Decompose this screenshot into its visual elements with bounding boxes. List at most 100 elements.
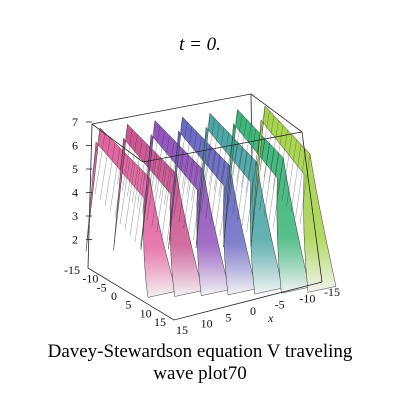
wave-ridge: [113, 123, 203, 297]
x-tick-label: -15: [324, 285, 340, 299]
bounding-box-front: [87, 123, 323, 321]
caption-line-2: wave plot70: [153, 363, 247, 384]
caption-line-1: Davey-Stewardson equation V traveling: [47, 341, 353, 362]
mesh-line: [237, 152, 248, 221]
mesh-line: [122, 129, 133, 191]
mesh-line: [104, 142, 116, 207]
mesh-line: [268, 153, 279, 223]
mesh-line: [227, 142, 239, 209]
mesh-line: [149, 125, 161, 187]
mesh-line: [161, 169, 172, 239]
plot-caption: Davey-Stewardson equation V traveling wa…: [0, 341, 400, 385]
mesh-line: [277, 129, 288, 196]
mesh-line: [231, 114, 243, 176]
box-right-edge: [301, 131, 323, 283]
mesh-line: [173, 150, 185, 217]
mesh-line: [159, 135, 170, 199]
mesh-line: [129, 167, 141, 237]
mesh-line: [246, 161, 257, 233]
mesh-line: [127, 134, 138, 197]
x-tick-label: 5: [225, 310, 231, 324]
mesh-line: [245, 128, 257, 194]
mesh-line: [290, 144, 302, 213]
mesh-line: [134, 172, 146, 243]
y-tick-label: 0: [111, 289, 117, 303]
y-tick-label: -5: [97, 280, 107, 294]
mesh-line: [286, 139, 297, 207]
mesh-line: [232, 147, 243, 215]
mesh-line: [263, 148, 275, 217]
mesh-line: [241, 157, 253, 227]
mesh-line: [215, 161, 226, 231]
mesh-line: [99, 137, 111, 201]
mesh-line: [209, 123, 220, 186]
x-tick-label: 10: [201, 317, 213, 331]
mesh-line: [132, 139, 143, 203]
z-tick-label: 4: [72, 186, 78, 200]
wave-ridge: [85, 127, 177, 298]
mesh-line: [259, 110, 270, 172]
box-top-front-edge: [91, 123, 144, 163]
x-tick-label: -5: [275, 298, 285, 312]
mesh-line: [205, 151, 216, 219]
y-tick-label: -15: [64, 263, 80, 277]
mesh-line: [268, 120, 279, 184]
mesh-line: [154, 130, 165, 193]
y-tick-label: 5: [125, 298, 131, 312]
mesh-line: [89, 127, 101, 189]
z-tick-label: 3: [72, 209, 78, 223]
mesh-line: [218, 132, 229, 197]
wave-ridge: [168, 116, 257, 296]
mesh-line: [144, 120, 156, 181]
mesh-line: [204, 118, 215, 180]
y-tick-label: -10: [82, 272, 98, 286]
mesh-line: [295, 149, 306, 219]
mesh-line: [124, 162, 136, 231]
z-axis-line: [87, 123, 93, 269]
z-axis-ticks: 7 6 5 4 3 2: [72, 115, 92, 247]
mesh-line: [263, 115, 275, 178]
x-tick-label: 0: [250, 304, 256, 318]
z-tick-label: 6: [72, 139, 78, 153]
mesh-line: [254, 105, 266, 167]
x-axis-ticks: 15 10 5 0 -5 -10 -15: [176, 285, 340, 337]
z-tick-label: 7: [72, 115, 78, 129]
z-tick-label: 2: [72, 233, 78, 247]
surface-ridges: [85, 105, 337, 298]
mesh-line: [219, 165, 231, 237]
mesh-line: [191, 136, 202, 201]
y-tick-label: 15: [154, 315, 166, 329]
mesh-line: [299, 153, 311, 225]
mesh-line: [94, 132, 106, 195]
mesh-line: [156, 164, 168, 233]
mesh-line: [254, 138, 266, 205]
mesh-line: [199, 113, 211, 174]
wave-ridge: [195, 112, 283, 295]
x-tick-label: 15: [176, 323, 188, 337]
mesh-line: [241, 124, 252, 188]
mesh-line: [109, 147, 121, 213]
mesh-line: [164, 140, 175, 205]
mesh-line: [181, 126, 193, 189]
mesh-line: [210, 156, 221, 225]
mesh-line: [136, 144, 148, 209]
box-top-right-edge: [142, 131, 303, 163]
mesh-line: [200, 146, 212, 213]
mesh-line: [117, 124, 128, 185]
mesh-line: [177, 121, 188, 183]
mesh-line: [151, 159, 163, 227]
mesh-line: [119, 157, 131, 225]
mesh-line: [281, 134, 293, 201]
plot-title: t = 0.: [179, 34, 221, 55]
mesh-line: [178, 155, 190, 223]
mesh-line: [236, 119, 247, 182]
mesh-line: [146, 154, 158, 221]
x-axis-label: x: [267, 311, 274, 325]
z-tick-label: 5: [72, 162, 78, 176]
x-tick-label: -10: [299, 291, 315, 305]
y-tick-label: 10: [140, 306, 152, 320]
mesh-line: [172, 116, 183, 178]
mesh-line: [188, 165, 199, 235]
